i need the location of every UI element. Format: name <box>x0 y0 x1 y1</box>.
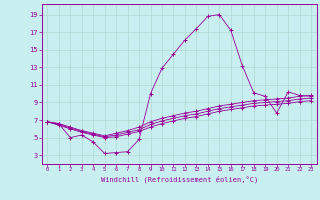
X-axis label: Windchill (Refroidissement éolien,°C): Windchill (Refroidissement éolien,°C) <box>100 175 258 183</box>
